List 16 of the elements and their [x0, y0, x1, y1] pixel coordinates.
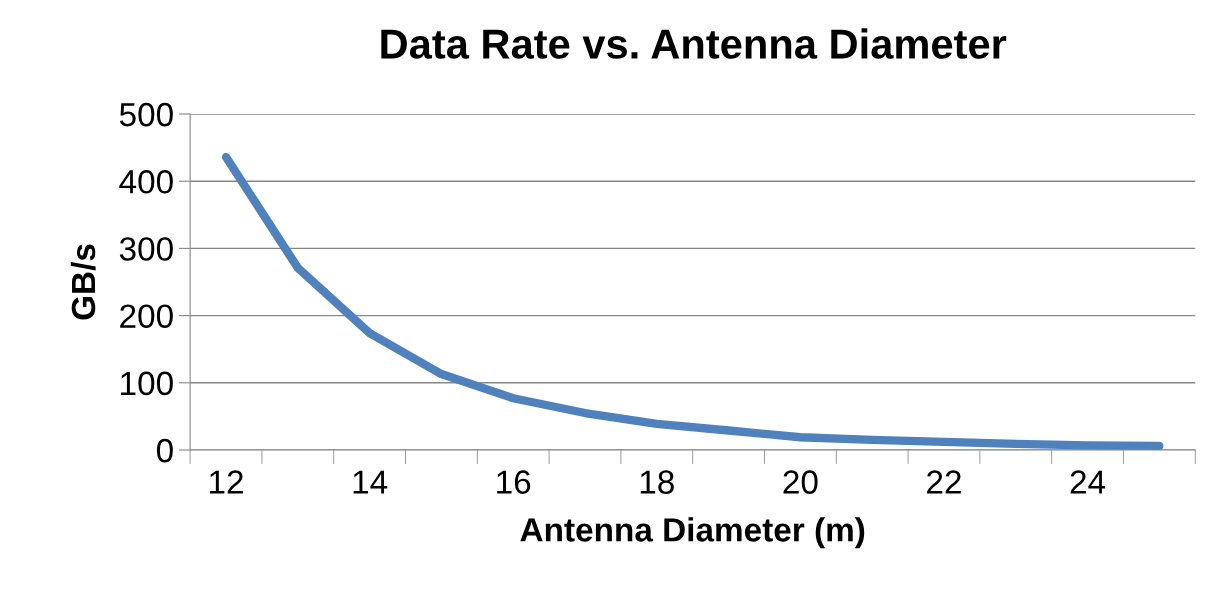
- x-tick-label: 20: [783, 470, 818, 494]
- y-tick-label: 500: [119, 102, 173, 127]
- y-tick-label: 300: [119, 237, 173, 261]
- x-tick-label: 22: [927, 470, 961, 494]
- y-tick-label: 200: [120, 304, 173, 329]
- x-tick-label: 12: [210, 470, 243, 494]
- x-tick-label: 14: [353, 470, 388, 494]
- x-tick-label: 18: [640, 470, 674, 494]
- y-tick-label: 400: [119, 170, 173, 194]
- x-axis-title: Antenna Diameter (m): [520, 517, 865, 549]
- chart-title: Data Rate vs. Antenna Diameter: [381, 28, 1007, 59]
- y-tick-label: 0: [156, 438, 173, 463]
- x-tick-label: 16: [497, 470, 531, 494]
- y-axis-title: GB/s: [70, 244, 96, 320]
- y-tick-label: 100: [121, 371, 173, 396]
- x-tick-label: 24: [1070, 470, 1106, 494]
